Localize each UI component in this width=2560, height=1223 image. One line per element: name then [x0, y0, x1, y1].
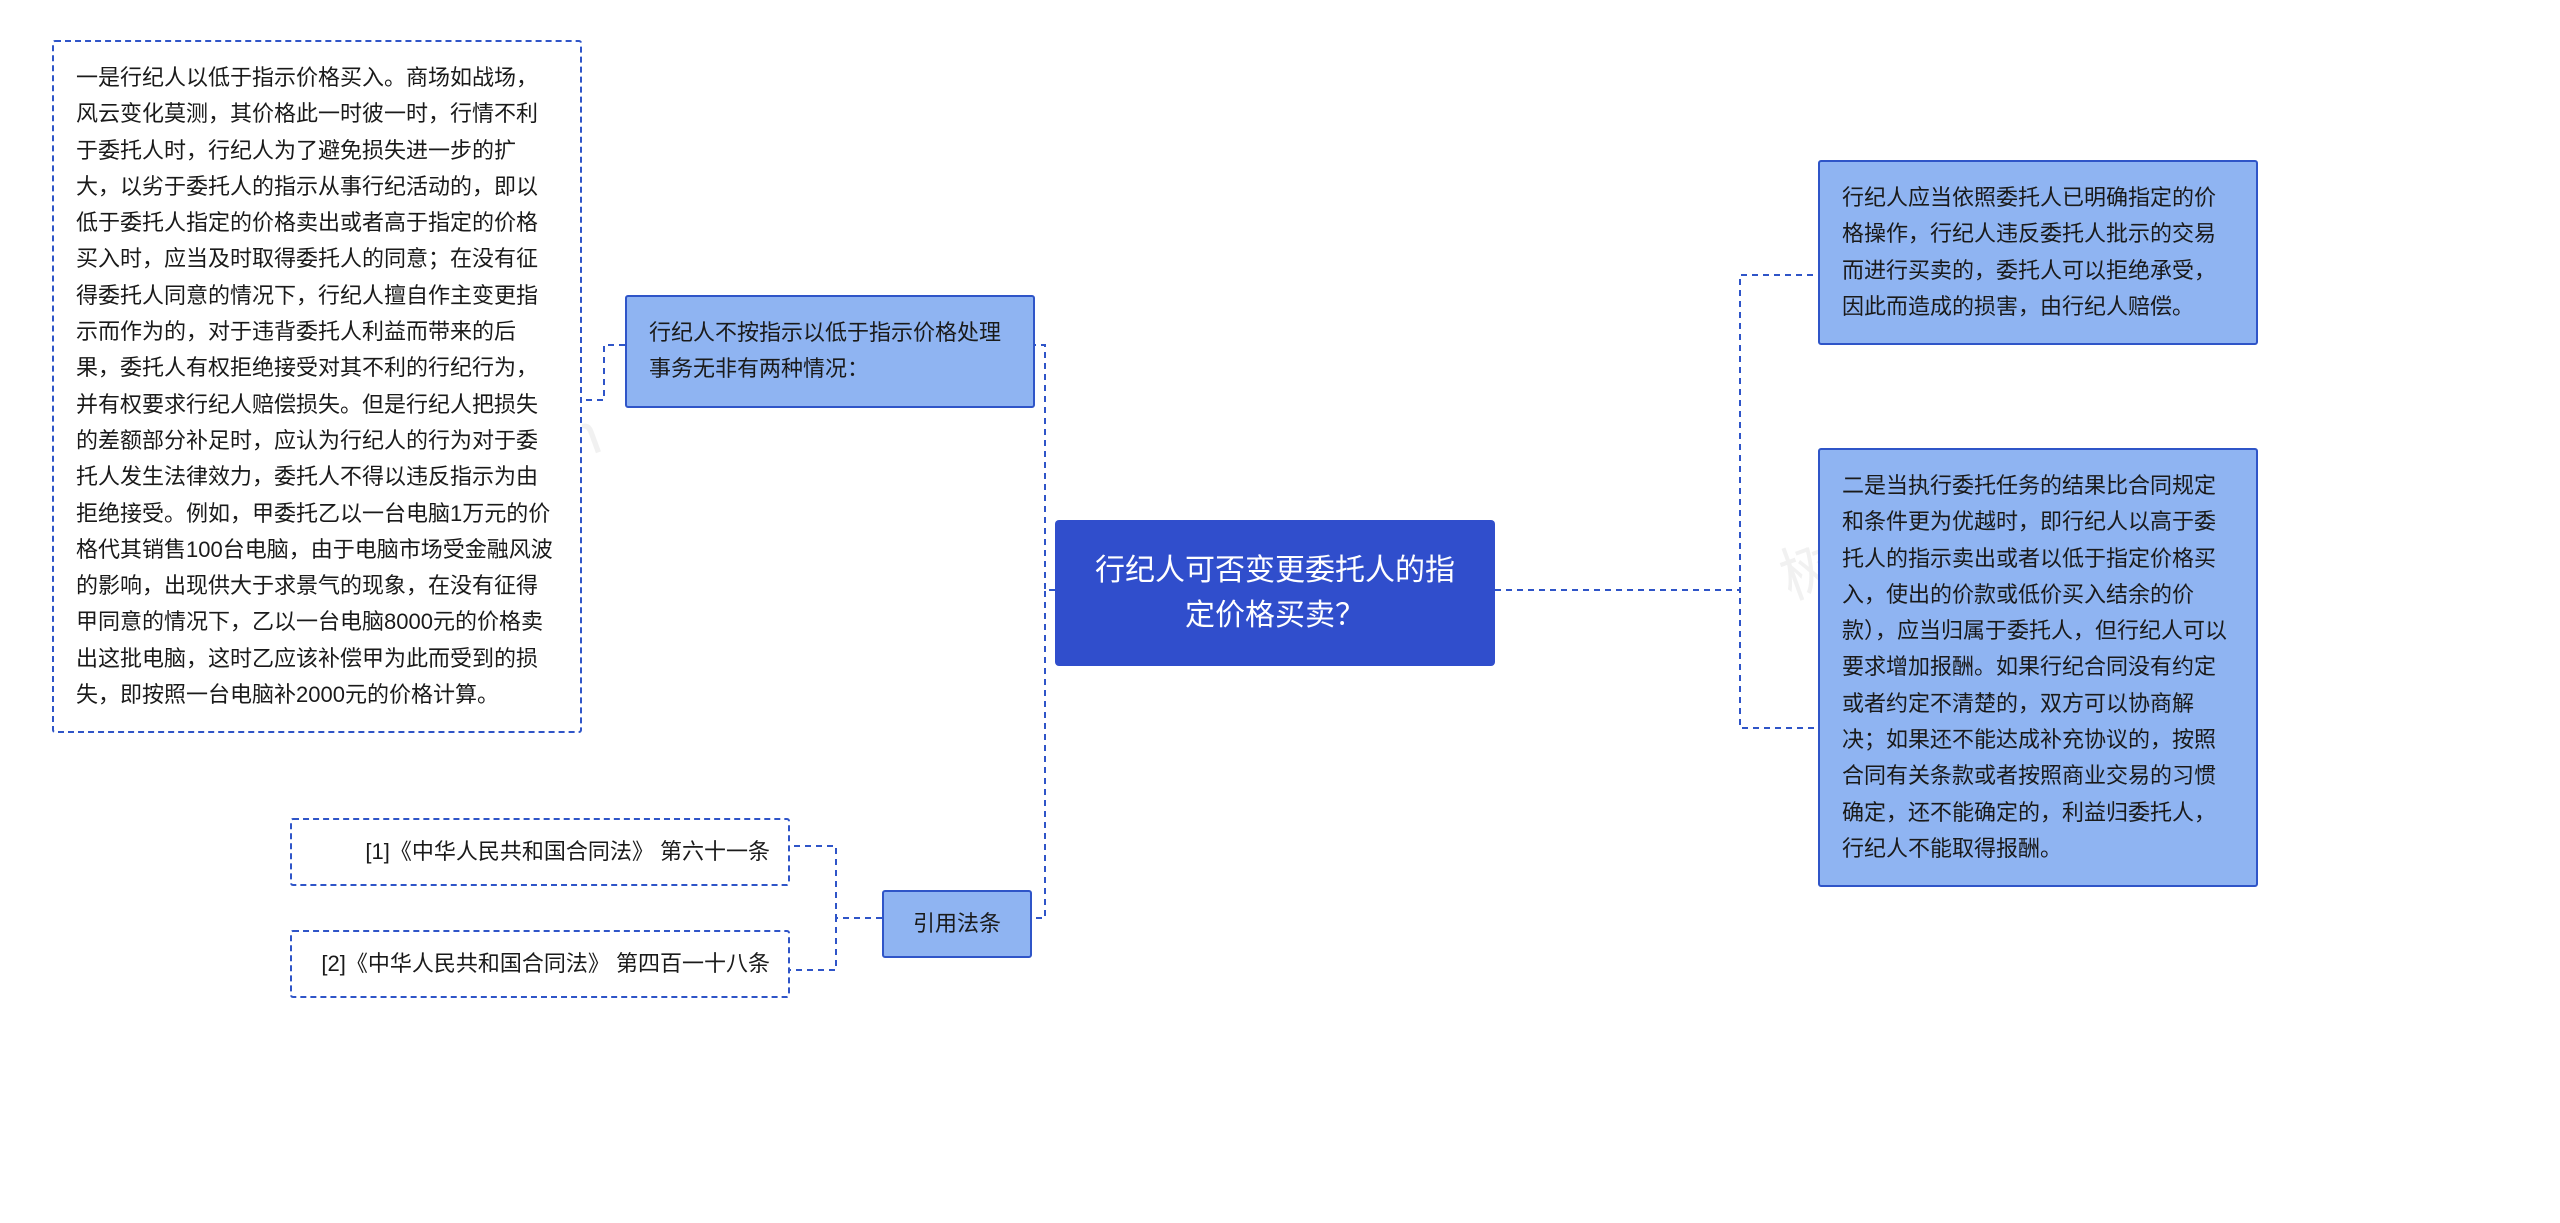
node-right2: 二是当执行委托任务的结果比合同规定和条件更为优越时，即行纪人以高于委托人的指示卖… [1818, 448, 2258, 887]
edge-center-right2 [1495, 590, 1818, 728]
node-left2-child2: [2]《中华人民共和国合同法》 第四百一十八条 [290, 930, 790, 998]
node-left1-child-text: 一是行纪人以低于指示价格买入。商场如战场，风云变化莫测，其价格此一时彼一时，行情… [76, 65, 553, 707]
node-left2-text: 引用法条 [913, 911, 1001, 936]
edge-left1-child [582, 345, 625, 400]
node-left2-child1: [1]《中华人民共和国合同法》 第六十一条 [290, 818, 790, 886]
node-left2-child2-text: [2]《中华人民共和国合同法》 第四百一十八条 [321, 951, 770, 976]
center-text: 行纪人可否变更委托人的指定价格买卖？ [1095, 554, 1455, 632]
edge-left2-child2 [790, 918, 882, 970]
node-right1: 行纪人应当依照委托人已明确指定的价格操作，行纪人违反委托人批示的交易而进行买卖的… [1818, 160, 2258, 345]
node-left2: 引用法条 [882, 890, 1032, 958]
center-node: 行纪人可否变更委托人的指定价格买卖？ [1055, 520, 1495, 666]
node-left1-child: 一是行纪人以低于指示价格买入。商场如战场，风云变化莫测，其价格此一时彼一时，行情… [52, 40, 582, 733]
edge-center-left2 [1032, 590, 1055, 918]
node-left1: 行纪人不按指示以低于指示价格处理事务无非有两种情况： [625, 295, 1035, 408]
node-left2-child1-text: [1]《中华人民共和国合同法》 第六十一条 [365, 839, 770, 864]
edge-center-right1 [1495, 275, 1818, 590]
node-left1-text: 行纪人不按指示以低于指示价格处理事务无非有两种情况： [649, 320, 1001, 381]
edge-center-left1 [1035, 345, 1055, 590]
edge-left2-child1 [790, 846, 882, 918]
node-right2-text: 二是当执行委托任务的结果比合同规定和条件更为优越时，即行纪人以高于委托人的指示卖… [1842, 473, 2227, 861]
node-right1-text: 行纪人应当依照委托人已明确指定的价格操作，行纪人违反委托人批示的交易而进行买卖的… [1842, 185, 2216, 319]
